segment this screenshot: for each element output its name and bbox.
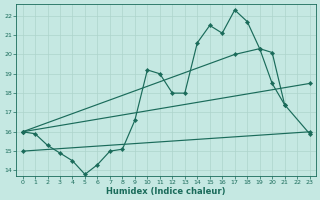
X-axis label: Humidex (Indice chaleur): Humidex (Indice chaleur) bbox=[106, 187, 226, 196]
